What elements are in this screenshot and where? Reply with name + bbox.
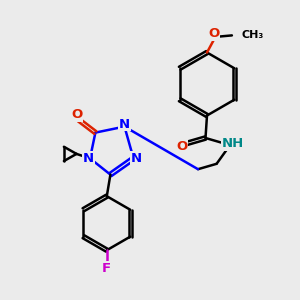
Text: CH₃: CH₃ — [242, 30, 264, 40]
Text: O: O — [208, 27, 220, 40]
Text: O: O — [71, 108, 82, 121]
Text: N: N — [83, 152, 94, 165]
Text: N: N — [119, 118, 130, 131]
Text: NH: NH — [222, 137, 244, 150]
Text: O: O — [176, 140, 187, 154]
Text: N: N — [130, 152, 142, 165]
Text: F: F — [102, 262, 111, 275]
